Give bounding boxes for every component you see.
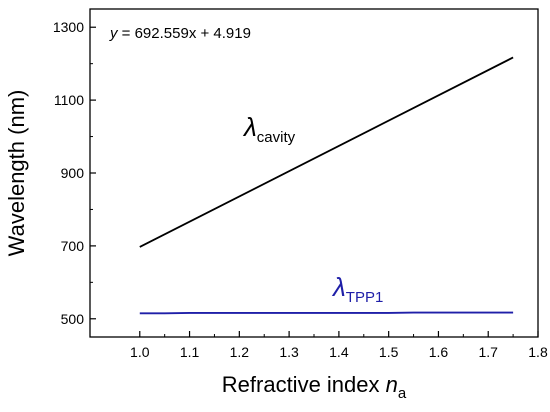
x-axis-title-var: n (386, 372, 398, 397)
y-tick-label: 1300 (53, 19, 84, 35)
y-tick-label: 1100 (54, 92, 84, 108)
x-tick-label: 1.1 (180, 344, 200, 360)
axis-ticks: 1.0 1.1 1.2 1.3 1.4 1.5 1.6 1.7 1.8 500 700 900 1100… (53, 19, 548, 360)
x-axis-title-sub: a (398, 385, 407, 402)
series-label-cavity-sub: cavity (257, 129, 296, 146)
x-tick-label: 1.6 (429, 344, 449, 360)
series-label-cavity-symbol: λ (242, 112, 257, 142)
equation-annotation: y = 692.559x + 4.919 (109, 25, 251, 42)
series-label-cavity: λcavity (242, 112, 296, 146)
series-line-cavity (139, 56, 514, 248)
series-line-tpp1 (139, 311, 514, 315)
y-axis-title: Wavelength (nm) (4, 90, 29, 257)
y-tick-label: 500 (61, 311, 85, 327)
x-tick-label: 1.5 (379, 344, 399, 360)
x-axis-title: Refractive index na (222, 372, 407, 402)
x-tick-label: 1.8 (528, 344, 548, 360)
x-tick-label: 1.2 (230, 344, 250, 360)
plot-frame (89, 8, 539, 338)
equation-text: = 692.559x + 4.919 (118, 25, 251, 42)
series-label-tpp1: λTPP1 (331, 272, 383, 306)
series-layer (139, 56, 514, 315)
series-label-tpp1-sub: TPP1 (346, 289, 384, 306)
x-tick-label: 1.0 (130, 344, 150, 360)
x-tick-label: 1.4 (329, 344, 349, 360)
x-tick-label: 1.3 (279, 344, 299, 360)
y-tick-label: 900 (61, 165, 85, 181)
x-tick-label: 1.7 (478, 344, 498, 360)
equation-variable: y (109, 25, 119, 42)
series-label-tpp1-symbol: λ (331, 272, 346, 302)
y-tick-label: 700 (61, 238, 85, 254)
x-axis-title-main: Refractive index (222, 372, 386, 397)
